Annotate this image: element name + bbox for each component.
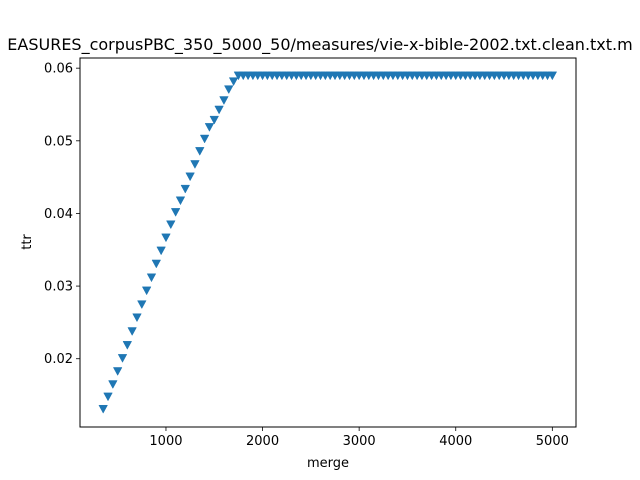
data-point [132,313,142,323]
data-point [156,246,166,256]
data-point [214,105,224,115]
y-axis-label: ttr [20,234,35,250]
data-point [199,134,210,144]
x-tick-label: 4000 [439,434,472,449]
data-point [108,380,118,389]
data-point [170,208,181,217]
y-tick-label: 0.05 [44,134,73,149]
data-point [103,392,113,402]
data-point [98,404,108,414]
data-point [117,354,128,363]
data-point [146,273,157,283]
data-point [204,123,215,132]
data-point [166,220,176,230]
data-point [175,196,186,206]
x-tick-label: 3000 [343,434,376,449]
y-tick-label: 0.04 [44,207,73,222]
y-tick-label: 0.06 [44,62,73,77]
y-tick-label: 0.03 [44,280,73,295]
data-point [190,160,200,169]
data-point [112,367,123,376]
data-point [127,327,137,336]
y-tick-label: 0.02 [44,352,73,367]
data-point [547,71,558,81]
data-point [195,147,205,156]
data-point [209,115,219,125]
data-point [219,96,229,105]
data-point [151,259,162,269]
x-axis-ticks: 1000 2000 3000 4000 5000 [149,427,569,449]
data-point [141,286,152,296]
plot-frame [79,57,577,428]
x-tick-label: 5000 [536,434,569,449]
data-point [228,77,239,87]
data-point [137,300,147,310]
data-point [185,172,195,182]
x-tick-label: 2000 [246,434,279,449]
data-point [122,341,133,350]
data-point [180,184,191,194]
data-point [161,233,171,243]
y-axis-ticks: 0.02 0.03 0.04 0.05 0.06 [44,62,80,367]
data-points [98,71,558,414]
data-point [224,85,234,95]
x-axis-label: merge [307,456,349,471]
chart-title: EASURES_corpusPBC_350_5000_50/measures/v… [7,35,632,55]
x-tick-label: 1000 [149,434,182,449]
